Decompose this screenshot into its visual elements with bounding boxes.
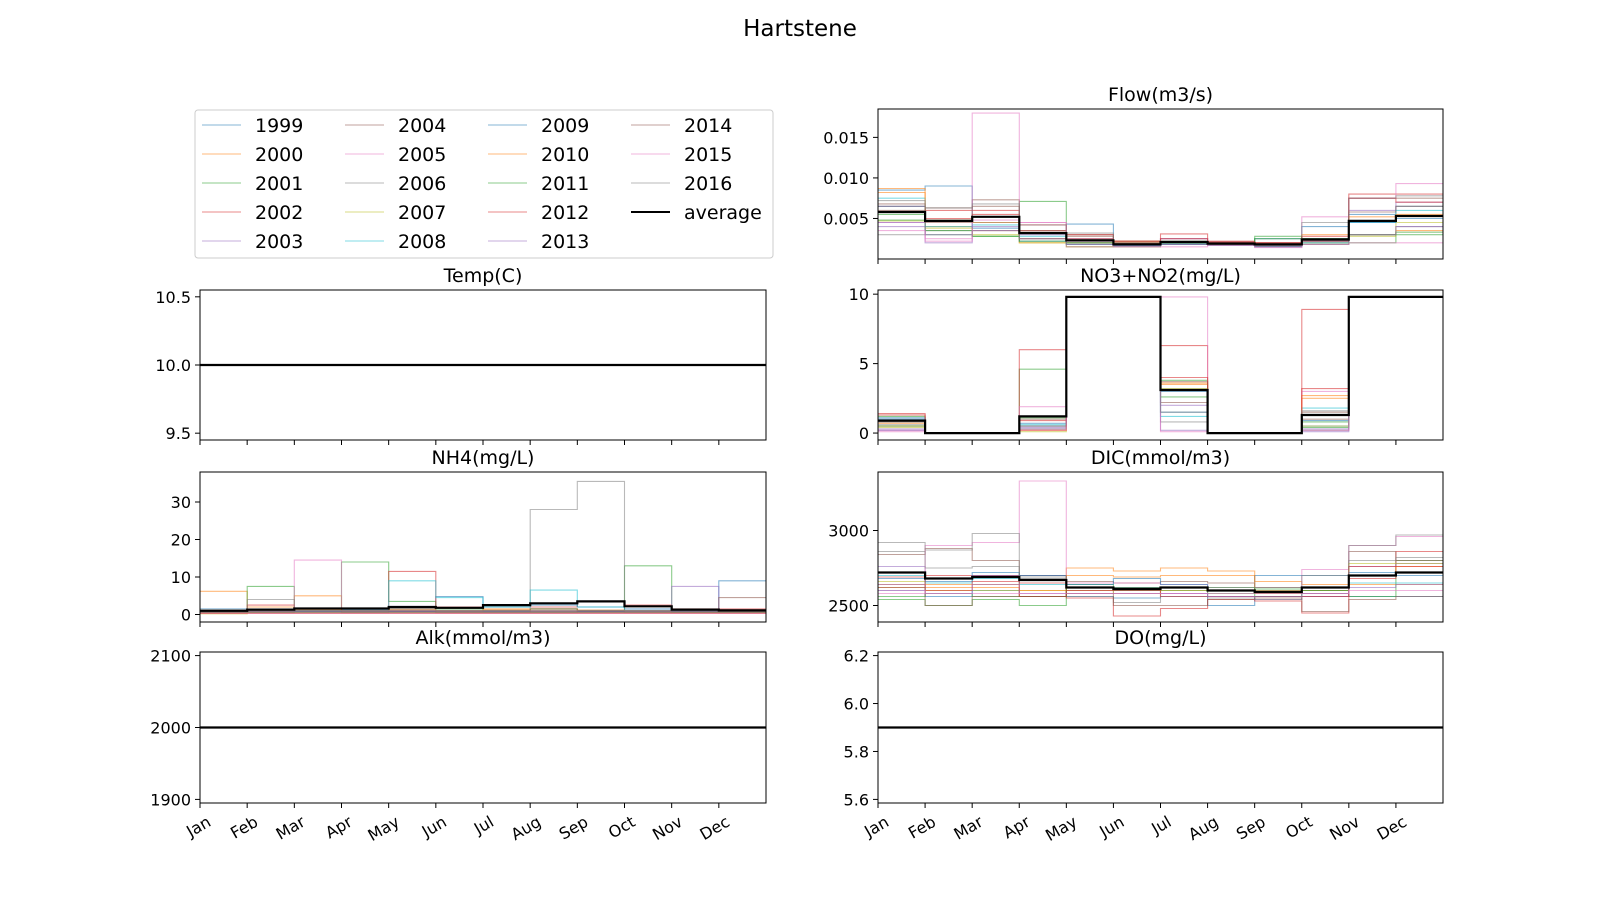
y-tick-label: 30 — [171, 493, 191, 512]
x-tick-label: Feb — [905, 812, 939, 843]
x-tick-label: Dec — [697, 812, 733, 844]
legend-label-1999: 1999 — [255, 115, 303, 137]
legend-label-2002: 2002 — [255, 202, 303, 224]
x-tick-label: Mar — [951, 812, 987, 844]
panel-title: Temp(C) — [443, 265, 523, 287]
series-line-2006 — [200, 480, 766, 614]
series-line-2005 — [878, 112, 1443, 245]
panel-flow-m3-s: Flow(m3/s) 0.005 0.010 0.015 — [823, 84, 1444, 264]
legend-label-2003: 2003 — [255, 231, 303, 253]
x-tick-label: Aug — [1185, 812, 1222, 844]
series-group — [878, 295, 1443, 435]
x-tick-label: Jul — [470, 812, 497, 839]
legend-label-2014: 2014 — [684, 115, 732, 137]
y-tick-label: 3000 — [828, 522, 869, 541]
panel-title: Flow(m3/s) — [1108, 84, 1213, 106]
panel-title: DIC(mmol/m3) — [1091, 447, 1230, 469]
y-tick-label: 2000 — [150, 719, 191, 738]
x-tick-label: Oct — [1282, 812, 1315, 842]
series-line-average — [200, 600, 766, 612]
y-tick-label: 20 — [171, 531, 191, 550]
series-line-average — [878, 571, 1443, 594]
legend-label-2005: 2005 — [398, 144, 446, 166]
y-tick-label: 0.010 — [823, 169, 869, 188]
x-tick-label: Jun — [418, 812, 450, 841]
legend: 1999 2000 2001 2002 2003 2004 2005 2006 2007 2008… — [194, 109, 774, 259]
x-tick-label: May — [365, 812, 403, 845]
x-tick-label: Apr — [1000, 812, 1034, 843]
legend-label-average: average — [684, 202, 762, 224]
legend-frame — [194, 109, 774, 259]
x-tick-label: Jan — [182, 812, 214, 841]
y-tick-label: 5 — [859, 355, 869, 374]
x-tick-label: Nov — [649, 812, 686, 844]
panel-dic-mmol-m3: DIC(mmol/m3) 2500 3000 — [828, 447, 1444, 627]
panel-nh4-mg-l: NH4(mg/L) 0 10 20 30 — [171, 447, 767, 627]
legend-label-2000: 2000 — [255, 144, 303, 166]
panel-title: Alk(mmol/m3) — [415, 627, 550, 649]
x-tick-label: Sep — [1233, 812, 1269, 844]
legend-label-2001: 2001 — [255, 173, 303, 195]
x-tick-label: Sep — [556, 812, 592, 844]
x-tick-label: Apr — [322, 812, 356, 843]
y-tick-label: 10 — [171, 568, 191, 587]
y-tick-label: 0 — [859, 424, 869, 443]
x-tick-label: May — [1042, 812, 1080, 845]
legend-label-2006: 2006 — [398, 173, 446, 195]
x-tick-label: Jul — [1147, 812, 1174, 839]
y-tick-label: 5.6 — [844, 790, 869, 809]
legend-label-2008: 2008 — [398, 231, 446, 253]
legend-label-2012: 2012 — [541, 202, 589, 224]
legend-label-2004: 2004 — [398, 115, 446, 137]
series-group — [878, 112, 1443, 249]
series-line-2015 — [878, 219, 1443, 249]
x-tick-label: Dec — [1374, 812, 1410, 844]
y-tick-label: 10.0 — [155, 356, 191, 375]
panel-do-mg-l: DO(mg/L) 5.6 5.8 6.0 6.2 Jan Feb Mar Apr May Jun Ju… — [844, 627, 1444, 845]
series-group — [878, 480, 1443, 617]
series-line-2015 — [878, 589, 1443, 595]
panel-temp-c: Temp(C) 9.5 10.0 10.5 — [155, 265, 767, 445]
series-line-average — [878, 210, 1443, 246]
x-tick-label: Mar — [273, 812, 309, 844]
y-tick-label: 10 — [849, 285, 869, 304]
legend-label-2007: 2007 — [398, 202, 446, 224]
y-tick-label: 2100 — [150, 647, 191, 666]
legend-label-2010: 2010 — [541, 144, 589, 166]
panel-title: DO(mg/L) — [1115, 627, 1207, 649]
x-tick-label: Feb — [227, 812, 261, 843]
panel-no3-no2-mg-l: NO3+NO2(mg/L) 0 5 10 — [849, 265, 1444, 445]
x-tick-label: Jun — [1095, 812, 1127, 841]
legend-label-2011: 2011 — [541, 173, 589, 195]
panel-title: NO3+NO2(mg/L) — [1080, 265, 1241, 287]
x-tick-label: Jan — [860, 812, 892, 841]
legend-label-2016: 2016 — [684, 173, 732, 195]
figure-title: Hartstene — [743, 16, 857, 42]
y-tick-label: 2500 — [828, 597, 869, 616]
y-tick-label: 1900 — [150, 790, 191, 809]
y-tick-label: 6.2 — [844, 647, 869, 666]
y-tick-label: 0 — [181, 606, 191, 625]
y-tick-label: 10.5 — [155, 288, 191, 307]
legend-label-2015: 2015 — [684, 144, 732, 166]
legend-label-2009: 2009 — [541, 115, 589, 137]
y-tick-label: 6.0 — [844, 695, 869, 714]
y-tick-label: 0.005 — [823, 209, 869, 228]
panel-alk-mmol-m3: Alk(mmol/m3) 1900 2000 2100 Jan Feb Mar Apr May J… — [150, 627, 767, 845]
series-line-2016 — [878, 550, 1443, 589]
series-line-average — [878, 295, 1443, 435]
legend-label-2013: 2013 — [541, 231, 589, 253]
y-tick-label: 9.5 — [166, 424, 191, 443]
panel-title: NH4(mg/L) — [432, 447, 535, 469]
series-line-2014 — [878, 586, 1443, 613]
x-tick-label: Nov — [1326, 812, 1363, 844]
series-group — [200, 480, 766, 615]
x-tick-label: Aug — [508, 812, 545, 844]
y-tick-label: 5.8 — [844, 742, 869, 761]
x-tick-label: Oct — [605, 812, 638, 842]
y-tick-label: 0.015 — [823, 128, 869, 147]
